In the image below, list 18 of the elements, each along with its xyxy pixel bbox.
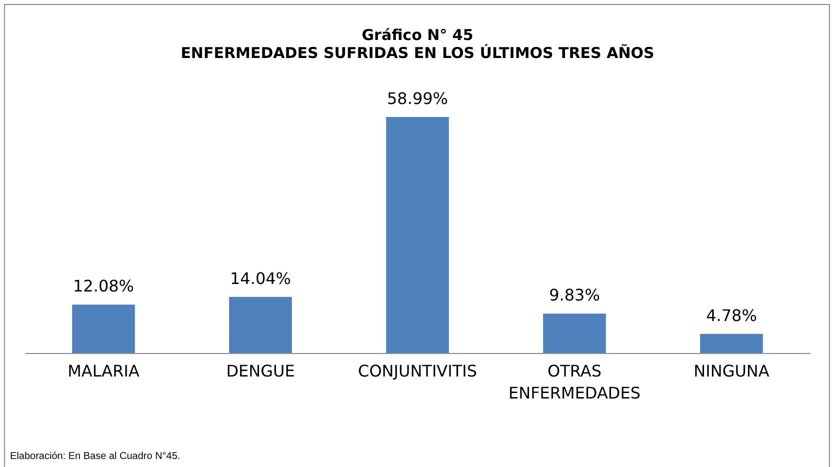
data-label: 58.99% [386,89,448,108]
bar [72,304,135,353]
text: Elaboración: En Base al Cuadro N°45. [10,451,180,462]
bar [543,314,606,353]
bar [229,296,292,353]
x-tick-label: NINGUNA [694,362,770,380]
bar [386,117,449,353]
x-tick-label: DENGUE [226,362,295,380]
chart-title: Gráfico N° 45 [362,26,474,44]
data-label: 9.83% [549,286,600,305]
data-label: 12.08% [72,276,134,296]
bar [700,334,763,353]
chart-subtitle: ENFERMEDADES SUFRIDAS EN LOS ÚLTIMOS TRES AÑOS [180,44,654,62]
data-label: 4.78% [706,306,757,325]
data-label: 14.04% [230,268,292,288]
x-tick-label: OTRAS ENFERMEDADES [508,362,640,402]
x-tick-label: CONJUNTIVITIS [358,362,477,380]
x-tick-label: MALARIA [68,362,140,380]
